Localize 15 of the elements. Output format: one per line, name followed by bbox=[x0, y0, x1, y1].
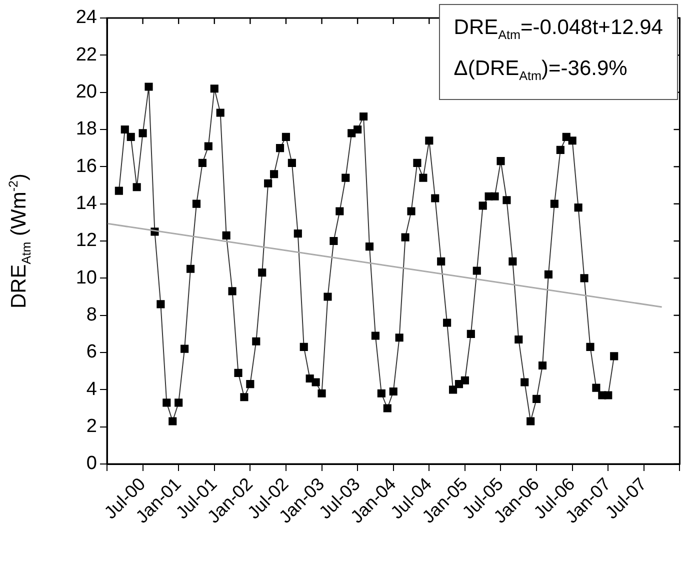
y-tick-label: 2 bbox=[86, 416, 97, 438]
y-tick-label: 18 bbox=[76, 118, 97, 140]
y-tick-label: 12 bbox=[76, 230, 97, 252]
y-tick-label: 10 bbox=[76, 267, 97, 288]
annotation: DRE$_{Atm}$=-0.048t+12.94 bbox=[454, 15, 663, 44]
y-tick-label: 16 bbox=[76, 156, 97, 177]
annotation: Δ(DRE$_{Atm}$)=-36.9% bbox=[454, 56, 628, 86]
y-tick-label: 6 bbox=[86, 342, 97, 363]
y-tick-label: 20 bbox=[76, 82, 97, 103]
y-tick-label: 8 bbox=[86, 304, 97, 326]
y-tick-label: 14 bbox=[76, 193, 98, 214]
y-tick-label: 4 bbox=[86, 378, 98, 400]
y-tick-label: 0 bbox=[86, 453, 97, 474]
y-tick-label: 22 bbox=[76, 44, 97, 66]
y-tick-label: 24 bbox=[76, 7, 98, 28]
